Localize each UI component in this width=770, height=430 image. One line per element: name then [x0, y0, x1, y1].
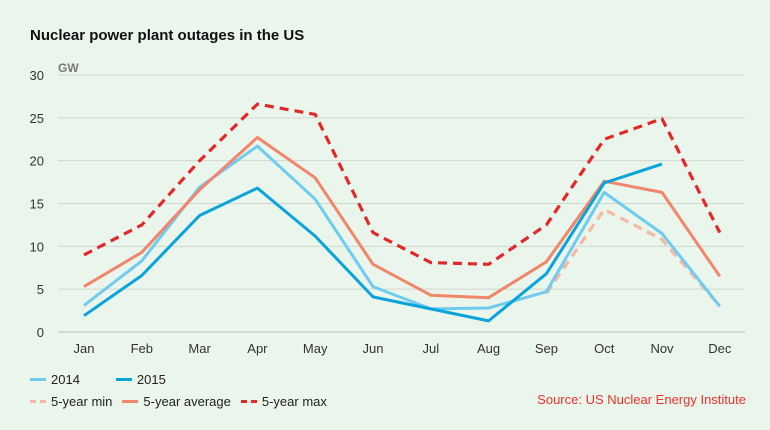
y-tick-label: 30: [30, 68, 44, 83]
x-tick-label: Oct: [594, 341, 615, 356]
y-tick-label: 15: [30, 197, 44, 212]
legend-swatch-5year-min: [30, 399, 46, 403]
x-tick-label: Feb: [131, 341, 153, 356]
x-tick-label: Apr: [247, 341, 268, 356]
series-line-5-year-average: [83, 136, 722, 300]
series-line-5-year-min: [545, 207, 722, 308]
series-line-5-year-max: [83, 102, 722, 266]
legend-item-5year-max: 5-year max: [240, 393, 327, 409]
chart-title: Nuclear power plant outages in the US: [30, 27, 305, 44]
x-tick-label: Aug: [477, 341, 500, 356]
legend-item-5year-min: 5-year min: [30, 394, 112, 409]
y-axis-unit: GW: [58, 61, 79, 75]
series-line-2015: [83, 162, 663, 323]
legend-item-2014: 2014: [30, 372, 80, 387]
x-tick-label: Dec: [708, 341, 732, 356]
legend-swatch-5year-average: [122, 399, 139, 403]
x-tick-label: May: [303, 341, 328, 356]
legend-row-5year: 5-year min 5-year average 5-year max: [30, 390, 337, 412]
y-tick-labels: 0 5 10 15 20 25 30: [30, 68, 44, 340]
y-tick-label: 0: [37, 325, 44, 340]
x-tick-labels: Jan Feb Mar Apr May Jun Jul Aug Sep Oct Nov Dec: [74, 341, 732, 356]
legend-label-5year-average: 5-year average: [143, 393, 231, 409]
x-tick-label: Jul: [422, 341, 439, 356]
y-tick-label: 10: [30, 239, 44, 254]
legend-swatch-2014: [30, 377, 46, 381]
x-tick-label: Sep: [535, 341, 558, 356]
legend-label-5year-min: 5-year min: [51, 393, 113, 409]
legend-item-2015: 2015: [115, 371, 166, 387]
legend-row-years: 2014 2015: [30, 368, 337, 390]
source-note: Source: US Nuclear Energy Institute: [537, 392, 746, 407]
series-lines: [83, 102, 722, 323]
y-tick-label: 5: [37, 282, 44, 297]
legend-label-2015: 2015: [136, 371, 166, 387]
x-tick-label: Mar: [188, 341, 211, 356]
series-line-2014: [83, 144, 721, 311]
legend-label-2014: 2014: [51, 371, 80, 387]
x-tick-label: Jun: [363, 341, 384, 356]
legend-label-5year-max: 5-year max: [261, 393, 327, 409]
legend-swatch-5year-max: [240, 399, 257, 403]
legend-swatch-2015: [115, 377, 132, 381]
x-tick-label: Jan: [74, 341, 95, 356]
legend: 2014 2015 5-year min 5-year average 5-ye…: [30, 368, 337, 412]
x-tick-label: Nov: [650, 341, 674, 356]
y-tick-label: 20: [30, 154, 44, 169]
y-tick-label: 25: [30, 111, 44, 126]
legend-item-5year-average: 5-year average: [122, 393, 231, 409]
